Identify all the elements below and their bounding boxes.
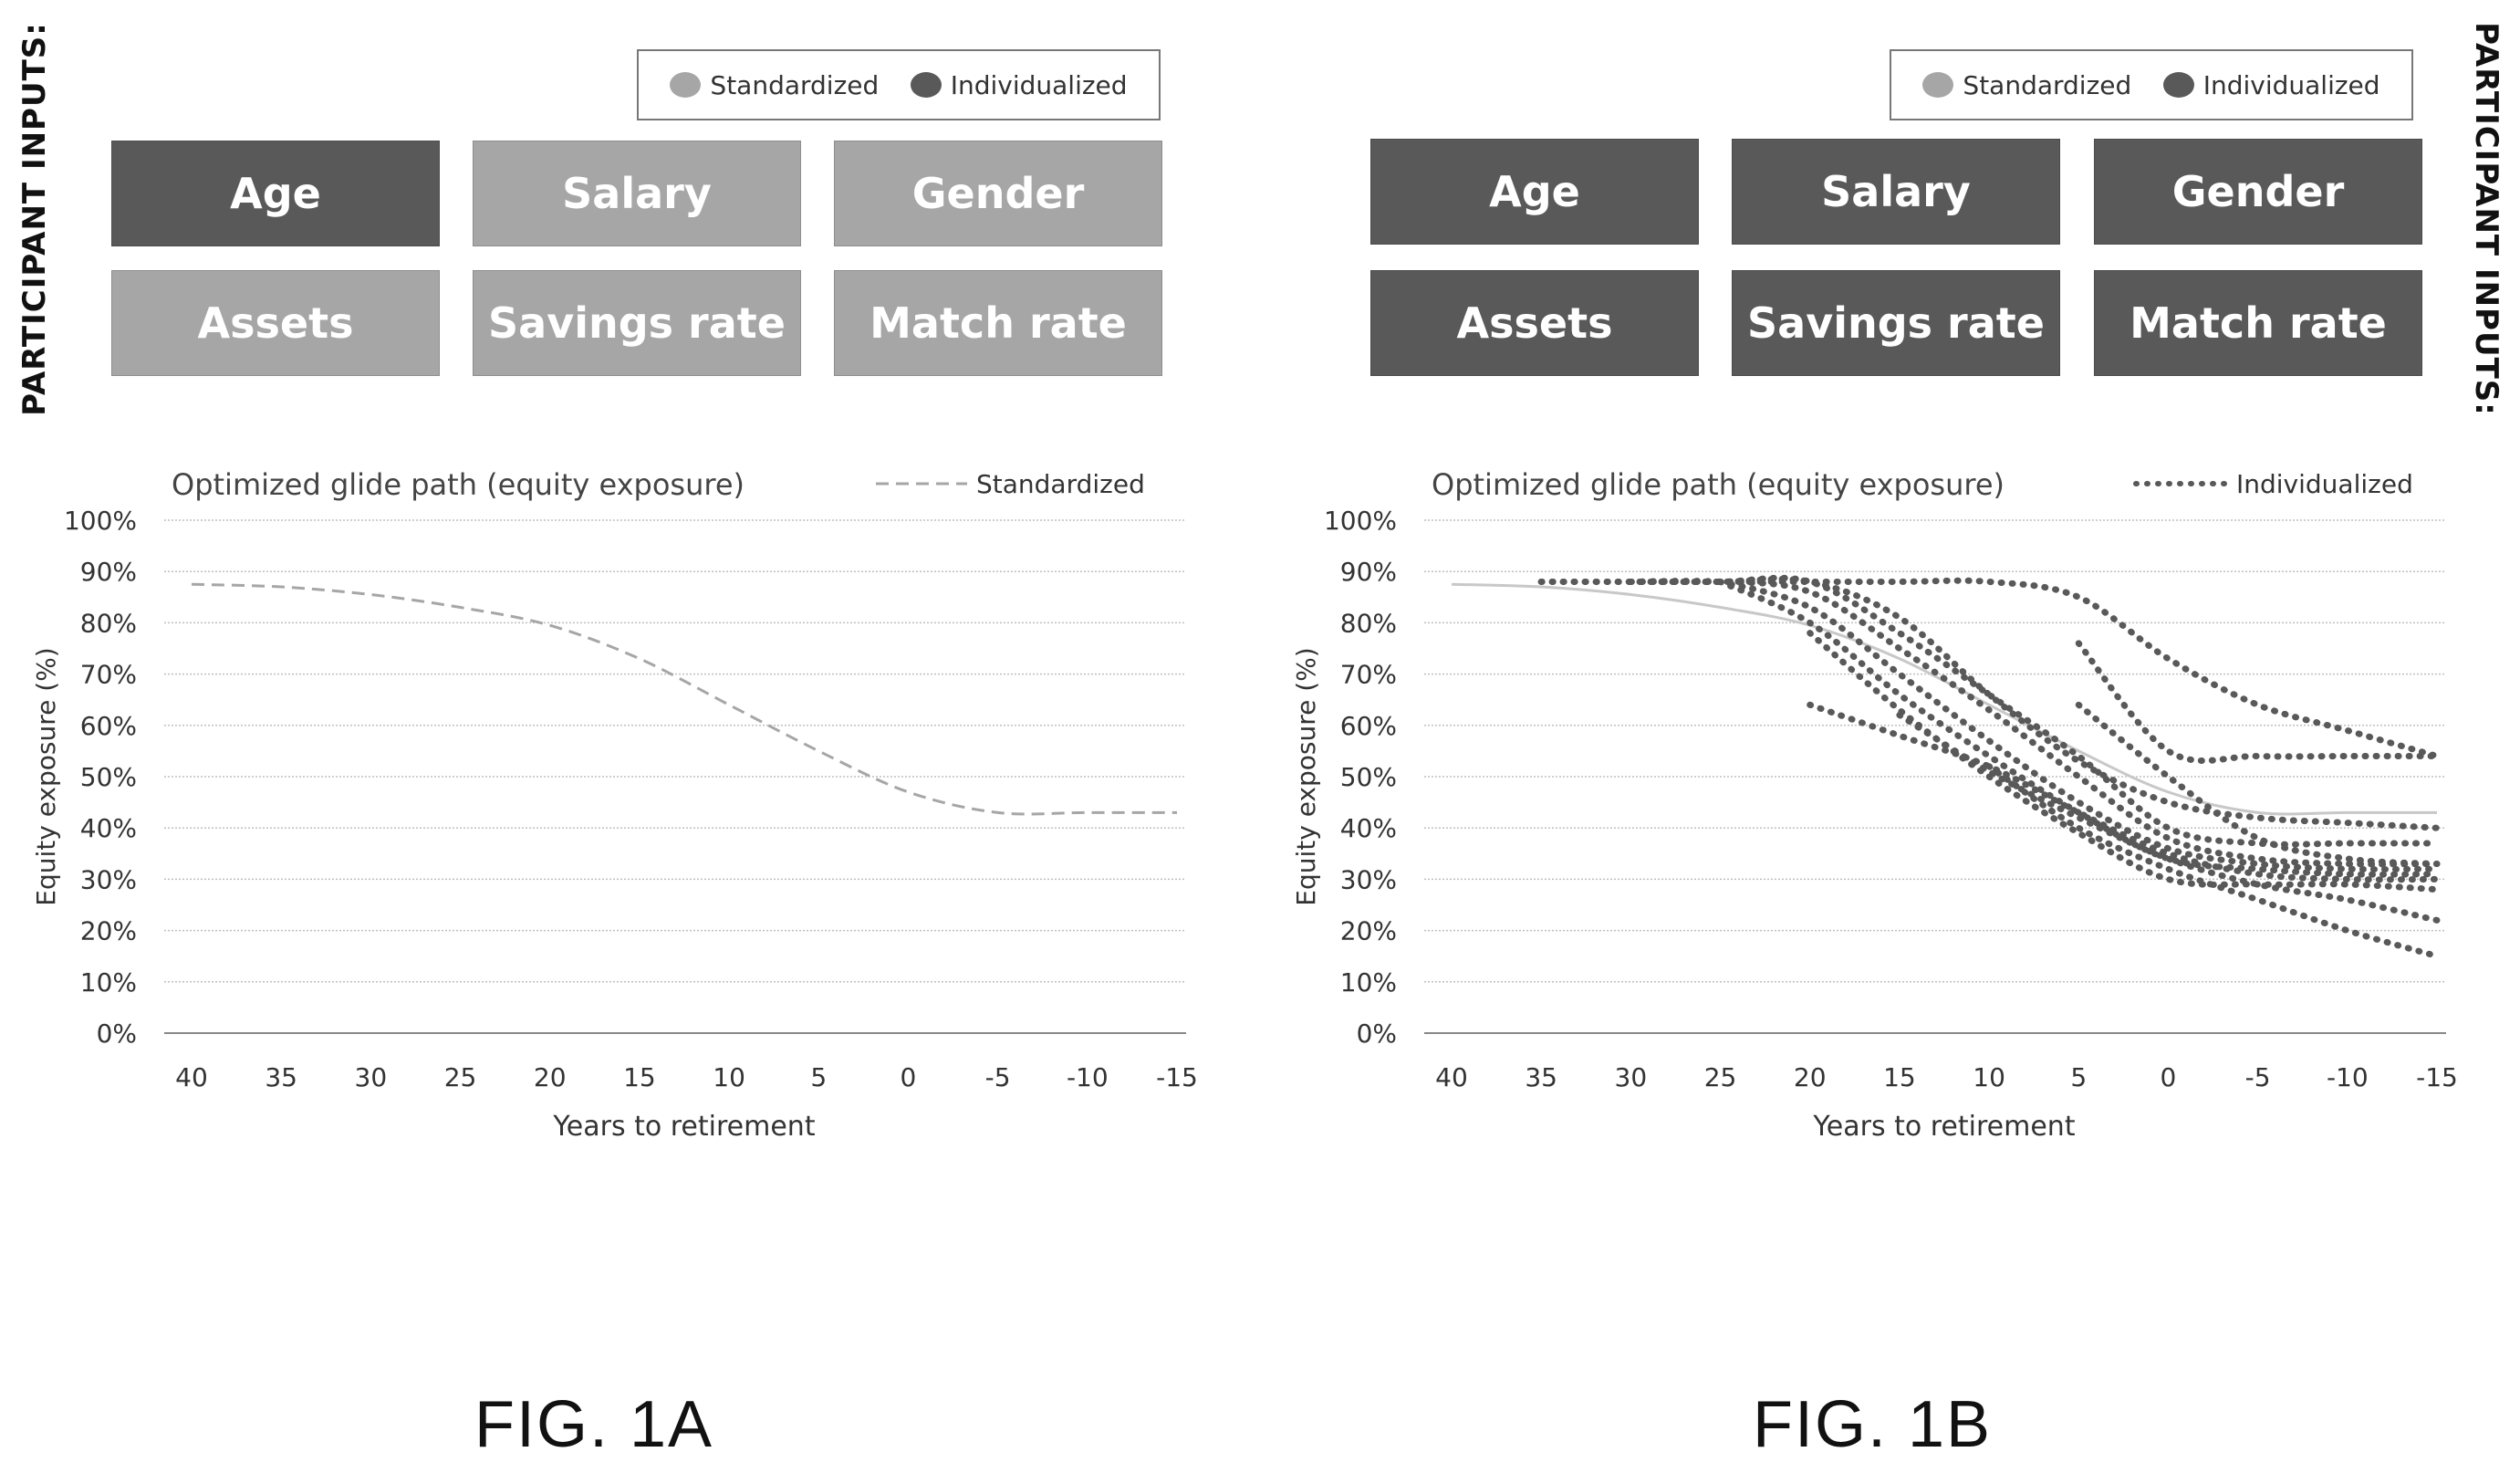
legend-label: Individualized (2236, 469, 2413, 499)
y-tick-label: 100% (64, 506, 137, 536)
individualized-swatch-icon (2162, 72, 2194, 98)
y-axis-label: Equity exposure (%) (1291, 647, 1321, 905)
y-axis-label: Equity exposure (%) (31, 647, 61, 905)
x-tick-label: 25 (1704, 1062, 1737, 1092)
input-tile-savings-rate: Savings rate (1732, 270, 2060, 376)
y-tick-label: 10% (80, 967, 137, 998)
y-tick-label: 30% (80, 864, 137, 894)
y-tick-label: 90% (1340, 557, 1397, 587)
x-tick-label: 35 (1525, 1062, 1557, 1092)
y-tick-label: 90% (80, 557, 137, 587)
chart-title: Optimized glide path (equity exposure) (1432, 467, 2005, 502)
y-tick-label: 80% (1340, 608, 1397, 638)
series-line-10 (1807, 630, 2441, 893)
x-tick-label: 40 (175, 1062, 208, 1092)
series-line-7 (1717, 578, 2441, 878)
series-line-9 (1807, 701, 2441, 883)
series-line-11 (1896, 712, 2441, 924)
input-tile-assets: Assets (1370, 270, 1699, 376)
y-tick-label: 40% (80, 813, 137, 843)
x-tick-label: 0 (901, 1062, 917, 1092)
input-tile-salary: Salary (473, 141, 801, 246)
series-line-4 (1627, 574, 2441, 848)
x-tick-label: 30 (1615, 1062, 1648, 1092)
y-tick-label: 60% (80, 711, 137, 741)
input-tile-assets: Assets (111, 270, 440, 376)
input-tile-salary: Salary (1732, 139, 2060, 245)
y-tick-label: 100% (1324, 506, 1397, 536)
y-tick-label: 0% (1357, 1019, 1397, 1049)
x-tick-label: -10 (2327, 1062, 2369, 1092)
legend-item-individualized: Individualized (2162, 70, 2380, 100)
x-tick-label: -15 (1156, 1062, 1198, 1092)
x-tick-label: -5 (985, 1062, 1011, 1092)
y-tick-label: 40% (1340, 813, 1397, 843)
series-line-1 (1537, 577, 2441, 760)
x-tick-label: 25 (444, 1062, 477, 1092)
legend-item-standardized: Standardized (1922, 70, 2131, 100)
figure-label: FIG. 1B (1753, 1388, 1993, 1461)
x-axis-label: Years to retirement (552, 1111, 815, 1143)
input-tile-match-rate: Match rate (834, 270, 1162, 376)
y-tick-label: 70% (1340, 660, 1397, 690)
series-line-0 (191, 582, 1177, 816)
series-line-8 (2075, 701, 2441, 868)
figure-1a-panel: PARTICIPANT INPUTS: Standardized Individ… (16, 22, 1198, 1461)
input-tile-gender: Gender (2094, 139, 2422, 245)
series-line-6 (1717, 578, 2441, 873)
glide-path-chart: Optimized glide path (equity exposure) 0%… (31, 467, 1198, 1143)
x-tick-label: -10 (1067, 1062, 1109, 1092)
participant-inputs-label: PARTICIPANT INPUTS: (16, 22, 53, 416)
x-tick-label: 5 (810, 1062, 827, 1092)
x-tick-label: 35 (265, 1062, 297, 1092)
y-tick-label: 80% (80, 608, 137, 638)
y-tick-label: 10% (1340, 967, 1397, 998)
x-tick-label: 10 (1973, 1062, 2005, 1092)
input-tile-savings-rate: Savings rate (473, 270, 801, 376)
figure-1b-panel: PARTICIPANT INPUTS: Standardized Individ… (1260, 0, 2520, 1473)
input-legend: Standardized Individualized (637, 49, 1161, 120)
series-line-12 (1985, 763, 2441, 960)
input-tile-age: Age (1370, 139, 1699, 245)
x-tick-label: 30 (355, 1062, 388, 1092)
y-tick-label: 30% (1340, 864, 1397, 894)
y-tick-label: 50% (80, 762, 137, 792)
input-legend: Standardized Individualized (1890, 49, 2413, 120)
input-tile-gender: Gender (834, 141, 1162, 246)
x-axis-label: Years to retirement (1812, 1111, 2075, 1143)
x-tick-label: 15 (623, 1062, 656, 1092)
chart-title: Optimized glide path (equity exposure) (172, 467, 745, 502)
figure-label: FIG. 1A (474, 1388, 714, 1461)
standardized-swatch-icon (670, 72, 702, 98)
x-tick-label: 15 (1883, 1062, 1916, 1092)
participant-inputs-label: PARTICIPANT INPUTS: (2468, 22, 2504, 416)
legend-item-standardized: Standardized (670, 70, 879, 100)
x-tick-label: 40 (1435, 1062, 1468, 1092)
y-tick-label: 70% (80, 660, 137, 690)
input-tile-match-rate: Match rate (2094, 270, 2422, 376)
x-tick-label: 20 (1794, 1062, 1827, 1092)
y-tick-label: 0% (97, 1019, 137, 1049)
legend-item-individualized: Individualized (910, 70, 1128, 100)
x-tick-label: 0 (2161, 1062, 2177, 1092)
y-tick-label: 20% (80, 916, 137, 946)
x-tick-label: -15 (2416, 1062, 2458, 1092)
individualized-swatch-icon (910, 72, 942, 98)
legend-label: Standardized (976, 469, 1145, 499)
series-line-2 (2075, 640, 2441, 764)
x-tick-label: 5 (2070, 1062, 2087, 1092)
x-tick-label: 10 (713, 1062, 745, 1092)
series-line-0 (1451, 582, 2437, 816)
y-tick-label: 50% (1340, 762, 1397, 792)
input-tile-age: Age (111, 141, 440, 246)
standardized-swatch-icon (1922, 72, 1954, 98)
y-tick-label: 20% (1340, 916, 1397, 946)
glide-path-chart: Optimized glide path (equity exposure) 0%… (1291, 467, 2458, 1143)
y-tick-label: 60% (1340, 711, 1397, 741)
series-line-5 (1627, 578, 2441, 868)
x-tick-label: -5 (2245, 1062, 2271, 1092)
x-tick-label: 20 (534, 1062, 567, 1092)
